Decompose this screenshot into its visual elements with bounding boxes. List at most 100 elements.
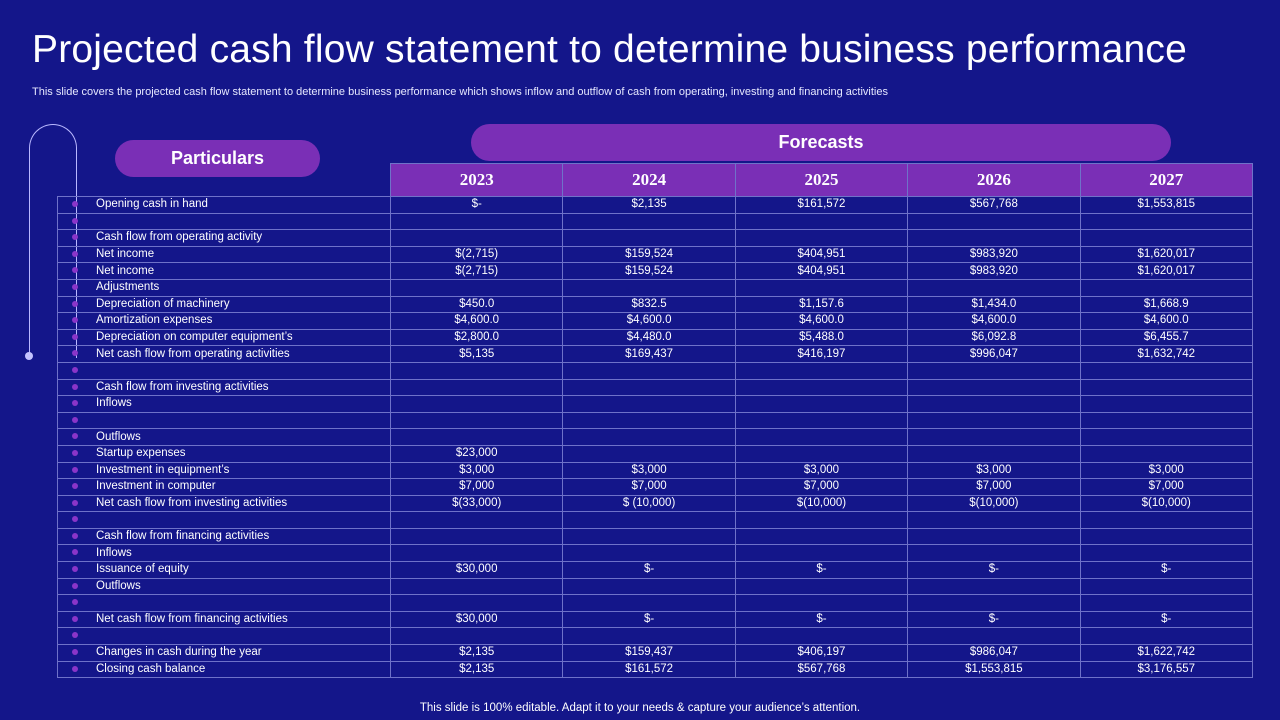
table-row bbox=[57, 411, 1253, 430]
bullet-icon bbox=[72, 483, 78, 490]
value-cell bbox=[562, 212, 736, 231]
value-cell bbox=[389, 212, 564, 231]
value-cell: $6,092.8 bbox=[907, 328, 1081, 347]
row-label: Cash flow from operating activity bbox=[96, 231, 263, 244]
value-cell: $4,600.0 bbox=[734, 312, 909, 330]
row-label: Inflows bbox=[96, 397, 132, 410]
value-cell bbox=[562, 594, 736, 612]
bullet-icon bbox=[72, 350, 78, 357]
year-header: 2027 bbox=[1079, 163, 1253, 197]
value-cell: $996,047 bbox=[907, 345, 1081, 363]
row-label-cell bbox=[57, 212, 391, 231]
table-body: Opening cash in hand $- $2,135 $161,572 $567… bbox=[57, 196, 1253, 679]
value-cell bbox=[1079, 428, 1253, 446]
value-cell bbox=[734, 527, 909, 546]
bullet-icon bbox=[72, 416, 78, 423]
value-cell bbox=[907, 444, 1081, 463]
value-cell bbox=[389, 577, 564, 596]
value-cell bbox=[907, 627, 1081, 646]
value-cell bbox=[734, 411, 909, 430]
bullet-icon bbox=[72, 433, 78, 440]
table-row: Investment in equipment’s $3,000 $3,000 $3,… bbox=[57, 461, 1253, 480]
value-cell bbox=[1079, 411, 1253, 430]
value-cell: $2,135 bbox=[389, 644, 564, 662]
table-row: Depreciation of machinery $450.0 $832.5 $1,… bbox=[57, 295, 1253, 314]
row-label-cell: Investment in computer bbox=[57, 478, 391, 496]
row-label-cell bbox=[57, 627, 391, 646]
value-cell bbox=[907, 577, 1081, 596]
decorative-dot bbox=[25, 352, 33, 360]
bullet-icon bbox=[72, 499, 78, 506]
table-row: Inflows bbox=[57, 544, 1253, 563]
row-label-cell: Investment in equipment’s bbox=[57, 461, 391, 480]
value-cell: $4,480.0 bbox=[562, 328, 736, 347]
row-label-cell bbox=[57, 411, 391, 430]
value-cell: $986,047 bbox=[907, 644, 1081, 662]
year-header: 2024 bbox=[562, 163, 736, 197]
value-cell: $2,135 bbox=[562, 196, 736, 214]
value-cell: $161,572 bbox=[562, 660, 736, 679]
value-cell: $7,000 bbox=[1079, 478, 1253, 496]
row-label: Cash flow from investing activities bbox=[96, 380, 269, 393]
row-label: Net cash flow from operating activities bbox=[96, 347, 290, 360]
table-row bbox=[57, 212, 1253, 231]
row-label-cell: Cash flow from investing activities bbox=[57, 378, 391, 397]
value-cell bbox=[734, 444, 909, 463]
row-label-cell: Closing cash balance bbox=[57, 660, 391, 679]
value-cell: $- bbox=[562, 561, 736, 579]
value-cell: $(10,000) bbox=[734, 494, 909, 513]
row-label: Issuance of equity bbox=[96, 563, 189, 576]
table-row: Startup expenses $23,000 bbox=[57, 444, 1253, 463]
value-cell bbox=[1079, 212, 1253, 231]
value-cell: $3,000 bbox=[1079, 461, 1253, 480]
value-cell: $450.0 bbox=[389, 295, 564, 314]
bullet-icon bbox=[72, 317, 78, 324]
bullet-icon bbox=[72, 665, 78, 672]
value-cell: $1,620,017 bbox=[1079, 262, 1253, 280]
value-cell bbox=[907, 361, 1081, 380]
row-label-cell: Inflows bbox=[57, 544, 391, 563]
slide-title: Projected cash flow statement to determi… bbox=[32, 28, 1188, 71]
table-row bbox=[57, 361, 1253, 380]
value-cell bbox=[562, 378, 736, 397]
value-cell: $5,135 bbox=[389, 345, 564, 363]
value-cell: $983,920 bbox=[907, 262, 1081, 280]
table-row: Adjustments bbox=[57, 278, 1253, 297]
value-cell: $30,000 bbox=[389, 561, 564, 579]
value-cell bbox=[734, 278, 909, 297]
value-cell bbox=[734, 544, 909, 563]
value-cell bbox=[734, 577, 909, 596]
table-row: Investment in computer $7,000 $7,000 $7,000… bbox=[57, 478, 1253, 496]
value-cell: $23,000 bbox=[389, 444, 564, 463]
slide-subtitle: This slide covers the projected cash flo… bbox=[32, 86, 888, 98]
row-label: Startup expenses bbox=[96, 447, 186, 460]
value-cell bbox=[907, 395, 1081, 413]
value-cell bbox=[1079, 361, 1253, 380]
year-header: 2025 bbox=[734, 163, 909, 197]
row-label: Net income bbox=[96, 248, 155, 261]
row-label-cell: Depreciation on computer equipment’s bbox=[57, 328, 391, 347]
value-cell: $- bbox=[1079, 610, 1253, 629]
value-cell: $4,600.0 bbox=[562, 312, 736, 330]
value-cell: $1,553,815 bbox=[907, 660, 1081, 679]
table-row: Issuance of equity $30,000 $- $- $- $- bbox=[57, 561, 1253, 579]
bullet-icon bbox=[72, 449, 78, 456]
table-row: Amortization expenses $4,600.0 $4,600.0 $4,… bbox=[57, 312, 1253, 330]
row-label: Investment in equipment’s bbox=[96, 463, 230, 476]
value-cell bbox=[562, 527, 736, 546]
value-cell bbox=[562, 544, 736, 563]
row-label: Amortization expenses bbox=[96, 314, 213, 327]
row-label-cell: Adjustments bbox=[57, 278, 391, 297]
value-cell bbox=[389, 594, 564, 612]
value-cell bbox=[1079, 544, 1253, 563]
value-cell: $567,768 bbox=[907, 196, 1081, 214]
value-cell bbox=[907, 229, 1081, 247]
row-label-cell: Startup expenses bbox=[57, 444, 391, 463]
value-cell: $3,000 bbox=[562, 461, 736, 480]
value-cell bbox=[389, 544, 564, 563]
table-row: Cash flow from investing activities bbox=[57, 378, 1253, 397]
value-cell: $30,000 bbox=[389, 610, 564, 629]
value-cell: $567,768 bbox=[734, 660, 909, 679]
forecasts-header-pill: Forecasts bbox=[471, 124, 1171, 161]
bullet-icon bbox=[72, 201, 78, 207]
